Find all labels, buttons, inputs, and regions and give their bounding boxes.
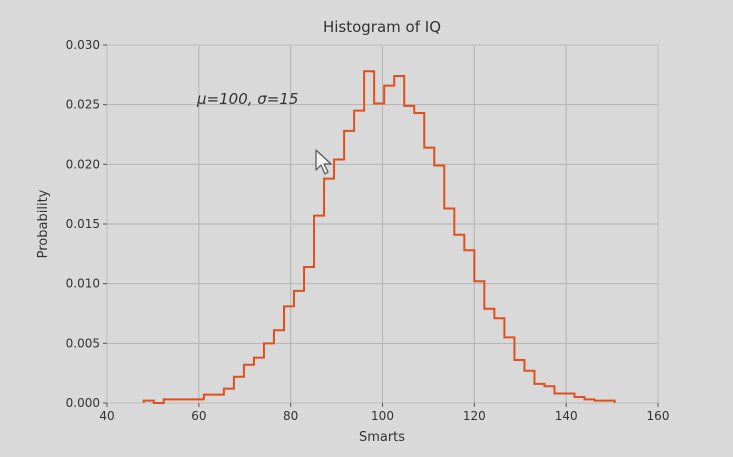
y-tick-label: 0.010	[66, 277, 100, 291]
y-tick-label: 0.015	[66, 217, 100, 231]
x-tick-label: 60	[191, 409, 206, 423]
x-tick-label: 120	[463, 409, 486, 423]
y-tick-label: 0.030	[66, 38, 100, 52]
x-tick-label: 40	[99, 409, 114, 423]
chart-title: Histogram of IQ	[323, 18, 441, 36]
y-tick-label: 0.005	[66, 336, 100, 350]
y-axis-label: Probability	[36, 189, 51, 258]
x-tick-label: 160	[647, 409, 670, 423]
x-axis-label: Smarts	[359, 430, 405, 445]
y-tick-label: 0.020	[66, 157, 100, 171]
x-tick-label: 80	[283, 409, 298, 423]
x-tick-label: 100	[371, 409, 394, 423]
histogram-step-series	[142, 70, 616, 404]
y-tick-label: 0.025	[66, 98, 100, 112]
axis-ticks: 40 60 80 100 120 140 160 0.000 0.005 0.010 0.015 0.…	[66, 38, 670, 423]
mouse-pointer-icon	[315, 149, 332, 175]
y-tick-label: 0.000	[66, 396, 100, 410]
distribution-annotation: μ=100, σ=15	[196, 90, 298, 108]
x-tick-label: 140	[555, 409, 578, 423]
